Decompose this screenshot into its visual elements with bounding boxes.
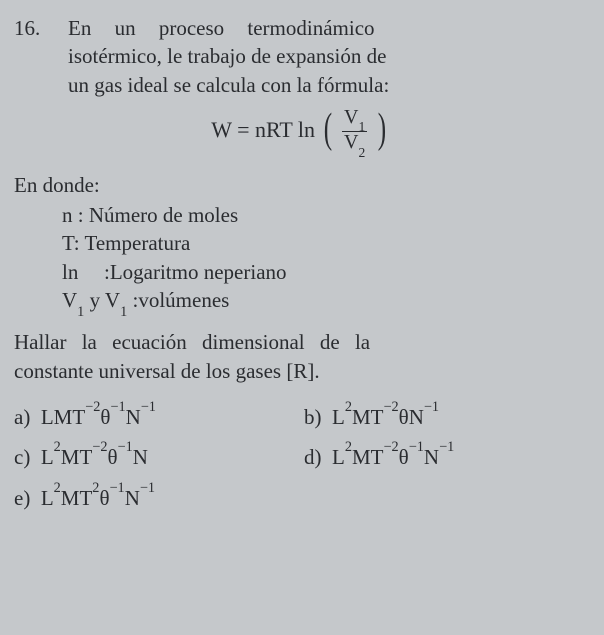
donde-heading: En donde: [14,171,586,199]
text: L [332,445,345,469]
subscript: 2 [358,145,365,160]
formula-lhs: W = nRT ln [211,117,315,142]
text: V [344,106,358,128]
text: V [344,131,358,153]
option-label: a) [14,405,30,429]
option-d: d) L2MT−2θ−1N−1 [304,443,586,471]
text: un [115,16,136,40]
text: MT [352,405,384,429]
text: θ [99,486,109,510]
sup: 2 [54,439,61,455]
question-line-3: un gas ideal se calcula con la fórmula: [68,71,586,99]
sup: −2 [383,399,398,415]
fraction-num: V1 [342,107,367,132]
text: θ [399,445,409,469]
option-label: e) [14,486,30,510]
text: N [126,405,141,429]
hallar-line-1: Hallar la ecuación dimensional de la [14,328,586,356]
def-ln: ln:Logaritmo neperiano [62,258,586,286]
text: L [41,486,54,510]
text: :Logaritmo neperiano [104,260,287,284]
paren-left: ( [323,111,331,149]
text: N [133,445,148,469]
subscript: 1 [77,304,84,320]
sup: −1 [110,480,125,496]
text: MT [61,445,93,469]
sup: −1 [409,439,424,455]
formula: W = nRT ln ( V1 V2 ) [14,107,586,157]
hallar-text: Hallar la ecuación dimensional de la con… [14,328,586,385]
text: L [41,445,54,469]
paren-right: ) [378,111,386,149]
option-c: c) L2MT−2θ−1N [14,443,296,471]
option-label: c) [14,445,30,469]
question-number: 16. [14,14,68,99]
text: En [68,16,91,40]
sup: 2 [54,480,61,496]
definitions: n : Número de moles T: Temperatura ln:Lo… [62,201,586,318]
hallar-line-2: constante universal de los gases [R]. [14,357,586,385]
def-T: T: Temperatura [62,229,586,257]
question-body: En un proceso termodinámico isotérmico, … [68,14,586,99]
sup: −1 [424,399,439,415]
question-line-2: isotérmico, le trabajo de expansión de [68,42,586,70]
text: θN [399,405,424,429]
sup: 2 [92,480,99,496]
text: N [125,486,140,510]
sup: −2 [92,439,107,455]
sup: 2 [345,439,352,455]
sup: −2 [85,399,100,415]
sup: −1 [141,399,156,415]
text: :volúmenes [127,288,229,312]
text: y V [84,288,120,312]
text: θ [107,445,117,469]
option-a: a) LMT−2θ−1N−1 [14,403,296,431]
option-label: d) [304,445,322,469]
question-row: 16. En un proceso termodinámico isotérmi… [14,14,586,99]
text: L [332,405,345,429]
fraction: V1 V2 [342,107,367,157]
text: termodinámico [247,16,374,40]
def-n: n : Número de moles [62,201,586,229]
text: ln [62,258,104,286]
def-V: V1 y V1 :volúmenes [62,286,586,318]
sup: 2 [345,399,352,415]
subscript: 1 [358,119,365,134]
text: MT [352,445,384,469]
options: a) LMT−2θ−1N−1 b) L2MT−2θN−1 c) L2MT−2θ−… [14,403,586,512]
text: MT [61,486,93,510]
subscript: 1 [120,304,127,320]
sup: −1 [110,399,125,415]
option-label: b) [304,405,322,429]
text: proceso [159,16,224,40]
text: LMT [41,405,85,429]
sup: −1 [439,439,454,455]
question-line-1: En un proceso termodinámico [68,14,586,42]
sup: −1 [118,439,133,455]
text: V [62,288,77,312]
option-b: b) L2MT−2θN−1 [304,403,586,431]
text: θ [100,405,110,429]
sup: −1 [140,480,155,496]
option-e: e) L2MT2θ−1N−1 [14,484,296,512]
fraction-den: V2 [342,132,367,156]
sup: −2 [383,439,398,455]
text: N [424,445,439,469]
